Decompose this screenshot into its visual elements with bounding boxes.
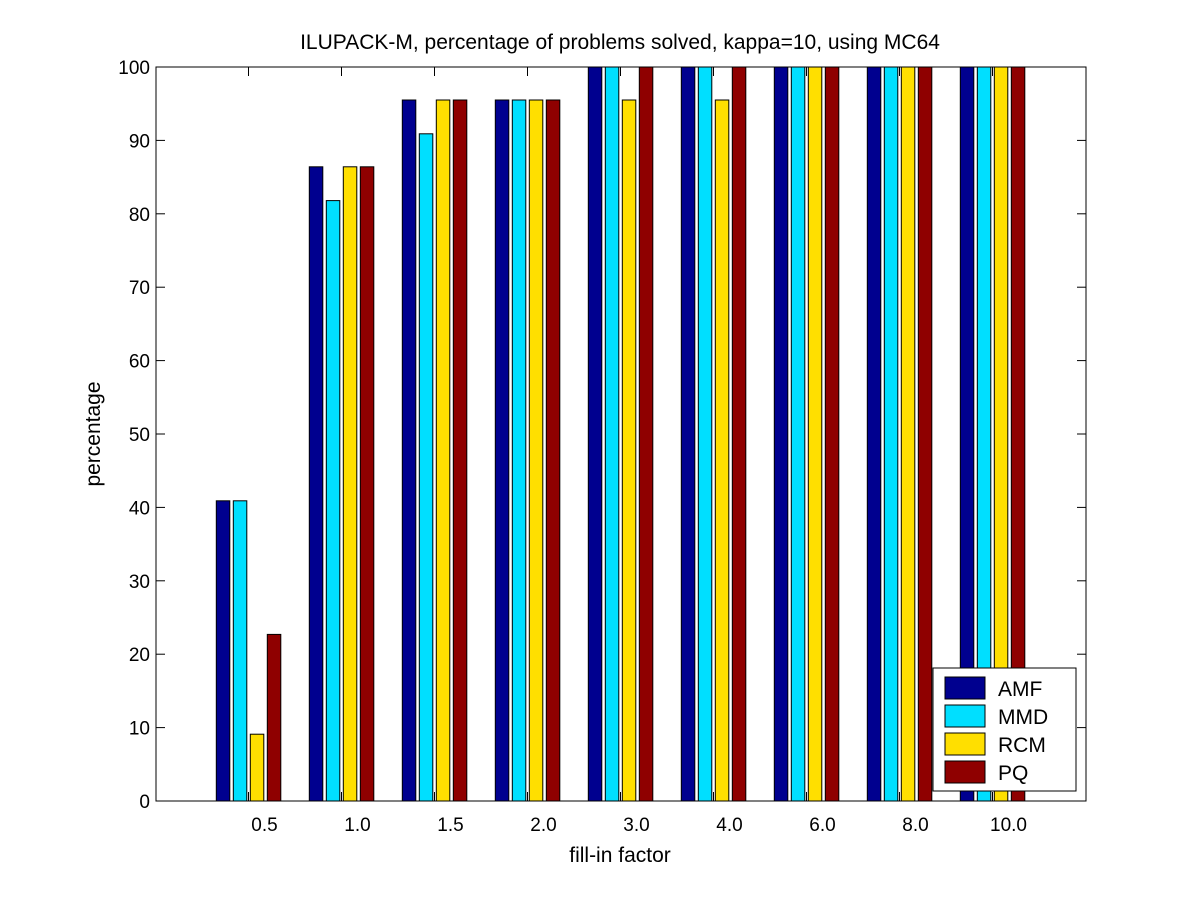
x-tick-label: 1.0: [344, 815, 370, 836]
legend-label-pq: PQ: [998, 762, 1028, 785]
y-tick-label: 90: [129, 131, 150, 152]
y-tick-label: 100: [118, 58, 150, 79]
bar-pq-6: [824, 66, 840, 802]
bar-pq-0: [266, 633, 282, 802]
legend-swatch-pq: [944, 760, 986, 784]
y-axis: 0 10 20 30 40 50 60 70 80 90 100: [118, 58, 1086, 813]
bar-mmd-0: [232, 500, 248, 802]
bar-amf-1: [308, 166, 324, 802]
bar-mmd-2: [418, 133, 434, 802]
legend-label-rcm: RCM: [998, 734, 1046, 757]
x-tick-label: 6.0: [809, 815, 835, 836]
y-tick-label: 50: [129, 425, 150, 446]
legend-label-amf: AMF: [998, 678, 1042, 701]
bar-rcm-2: [435, 99, 451, 802]
bar-rcm-1: [342, 166, 358, 802]
bar-amf-3: [494, 99, 510, 802]
y-tick-label: 60: [129, 352, 150, 373]
bar-rcm-7: [900, 66, 916, 802]
y-tick-label: 80: [129, 205, 150, 226]
x-tick-label: 10.0: [990, 815, 1027, 836]
bar-amf-0: [215, 500, 231, 802]
bar-pq-7: [917, 66, 933, 802]
x-axis-label: fill-in factor: [569, 844, 671, 867]
bar-mmd-1: [325, 200, 341, 802]
bar-mmd-3: [511, 99, 527, 802]
bar-pq-3: [545, 99, 561, 802]
x-tick-label: 1.5: [437, 815, 463, 836]
bar-mmd-4: [604, 66, 620, 802]
legend: AMF MMD RCM PQ: [932, 667, 1077, 792]
bar-rcm-6: [807, 66, 823, 802]
bar-mmd-6: [790, 66, 806, 802]
bar-rcm-3: [528, 99, 544, 802]
y-tick-label: 0: [139, 792, 150, 813]
y-tick-label: 30: [129, 572, 150, 593]
x-tick-label: 4.0: [716, 815, 742, 836]
bar-mmd-5: [697, 66, 713, 802]
bar-amf-6: [773, 66, 789, 802]
y-axis-label: percentage: [82, 381, 105, 486]
bar-rcm-0: [249, 733, 265, 802]
chart-title: ILUPACK-M, percentage of problems solved…: [300, 31, 940, 54]
bar-amf-4: [587, 66, 603, 802]
bar-pq-2: [452, 99, 468, 802]
x-axis: 0.5 1.0 1.5 2.0 3.0 4.0 6.0 8.0 10.0: [248, 67, 1027, 836]
bar-pq-5: [731, 66, 747, 802]
y-tick-label: 20: [129, 645, 150, 666]
y-tick-label: 40: [129, 498, 150, 519]
legend-swatch-rcm: [944, 732, 986, 756]
bar-amf-5: [680, 66, 696, 802]
x-tick-label: 3.0: [623, 815, 649, 836]
bar-mmd-7: [883, 66, 899, 802]
bar-rcm-5: [714, 99, 730, 802]
bar-pq-1: [359, 166, 375, 802]
legend-swatch-amf: [944, 676, 986, 700]
bar-pq-4: [638, 66, 654, 802]
bar-amf-2: [401, 99, 417, 802]
x-tick-label: 8.0: [902, 815, 928, 836]
legend-label-mmd: MMD: [998, 706, 1048, 729]
y-tick-label: 10: [129, 719, 150, 740]
x-tick-label: 0.5: [251, 815, 277, 836]
bars-group: [215, 66, 1026, 802]
legend-swatch-mmd: [944, 704, 986, 728]
y-tick-label: 70: [129, 278, 150, 299]
bar-amf-7: [866, 66, 882, 802]
x-tick-label: 2.0: [530, 815, 556, 836]
bar-rcm-4: [621, 99, 637, 802]
